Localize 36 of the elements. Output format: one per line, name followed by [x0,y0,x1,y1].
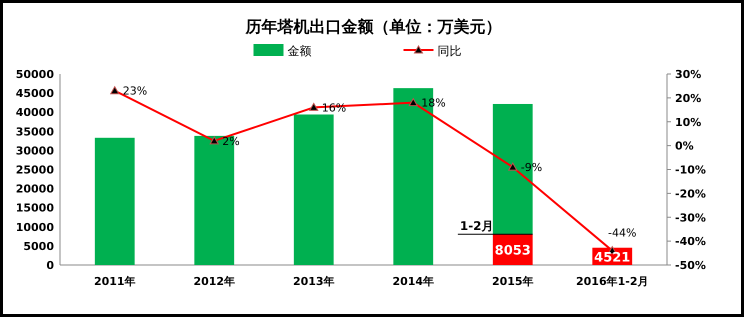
data-label: 23% [122,84,148,98]
x-tick-label: 2015年 [492,275,534,288]
y-tick-label: 30000 [16,144,54,158]
y2-tick-label: -20% [675,187,706,200]
y2-tick-label: 20% [675,92,702,105]
y-tick-label: 25000 [16,164,54,176]
legend-label: 金额 [288,44,312,58]
y2-tick-label: -40% [675,235,706,248]
y2-tick-label: -50% [675,259,706,272]
x-tick-label: 2014年 [392,275,434,288]
x-tick-label: 2013年 [292,275,335,288]
data-label: 4521 [594,250,630,266]
y2-tick-label: 10% [675,116,702,129]
data-label: -44% [608,226,636,240]
y-tick-label: 5000 [23,240,54,253]
y-tick-label: 50000 [16,68,54,81]
data-label: 8053 [494,244,531,259]
x-tick-label: 2016年1-2月 [576,275,648,288]
annotation: 1-2月 [460,219,494,234]
x-tick-label: 2011年 [94,275,136,288]
y-tick-label: 20000 [16,182,54,196]
x-tick-label: 2012年 [193,275,236,288]
bar [94,138,135,265]
legend-label: 同比 [438,44,462,58]
y-tick-label: 0 [46,259,54,272]
y2-tick-label: 30% [675,68,702,81]
y2-tick-label: 0% [675,140,694,153]
y-tick-label: 15000 [16,202,54,215]
y-tick-label: 45000 [16,87,54,100]
y2-tick-label: -10% [675,164,706,176]
y2-tick-label: -30% [675,211,706,224]
y-tick-label: 35000 [16,125,54,138]
bar [294,114,334,265]
y-tick-label: 40000 [16,106,54,120]
chart-title: 历年塔机出口金额（单位：万美元） [244,17,502,36]
y-tick-label: 10000 [16,220,54,234]
